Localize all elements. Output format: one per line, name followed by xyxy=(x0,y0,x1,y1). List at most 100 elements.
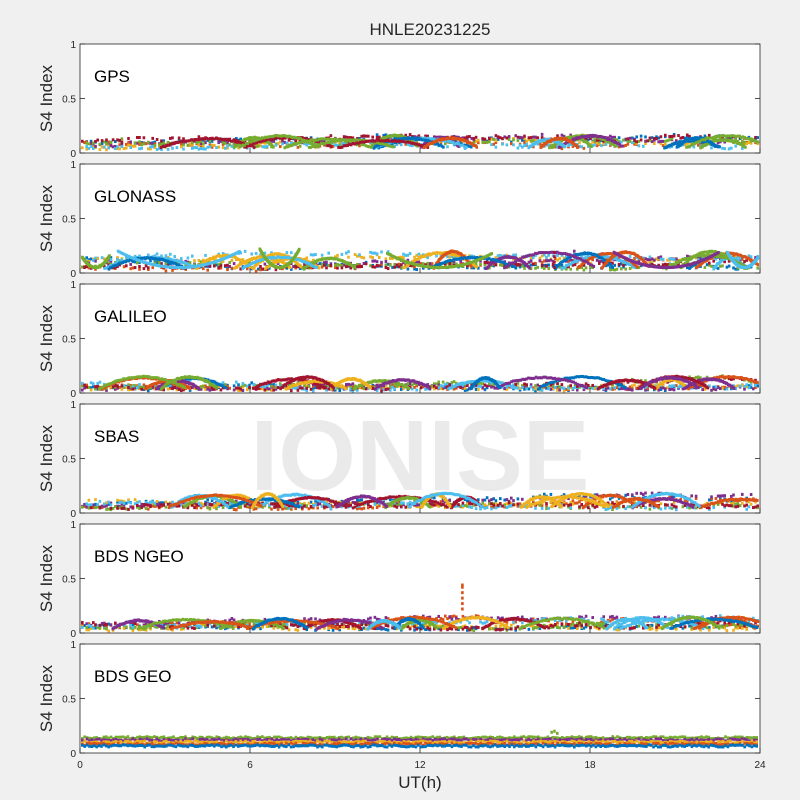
data-point xyxy=(142,383,146,387)
data-point xyxy=(249,266,253,270)
data-point xyxy=(203,137,207,141)
data-point xyxy=(360,140,364,144)
data-point xyxy=(302,267,306,271)
data-point xyxy=(179,266,183,270)
data-point xyxy=(477,141,480,145)
data-point xyxy=(276,136,280,140)
data-point xyxy=(147,140,150,144)
data-point xyxy=(283,255,287,259)
data-point xyxy=(149,259,152,263)
y-tick-label-glonass: 1 xyxy=(70,160,76,171)
data-point xyxy=(320,265,324,269)
data-point xyxy=(734,255,737,259)
data-point xyxy=(263,262,267,266)
data-point xyxy=(321,142,325,146)
data-point xyxy=(459,259,462,263)
data-point xyxy=(353,266,357,270)
data-point xyxy=(302,138,306,142)
data-point xyxy=(265,135,269,139)
data-point xyxy=(371,139,375,143)
data-point xyxy=(373,139,377,143)
data-point xyxy=(505,262,509,266)
data-point xyxy=(686,259,690,263)
data-point xyxy=(118,261,121,265)
data-point xyxy=(417,252,421,256)
data-point xyxy=(362,261,366,265)
data-point xyxy=(692,145,696,149)
data-point xyxy=(393,262,396,266)
data-point xyxy=(100,145,104,149)
data-point xyxy=(263,141,267,145)
data-point xyxy=(217,141,220,145)
data-point xyxy=(217,145,220,149)
data-point xyxy=(424,253,428,257)
data-point xyxy=(404,262,407,266)
data-point xyxy=(575,134,579,138)
data-point xyxy=(169,142,172,146)
data-point xyxy=(754,386,757,390)
data-point xyxy=(158,146,161,150)
data-point xyxy=(413,255,416,259)
data-point xyxy=(595,138,599,142)
data-point xyxy=(485,261,489,265)
data-point xyxy=(237,146,240,150)
data-point xyxy=(413,385,416,389)
data-point xyxy=(675,384,678,388)
data-point xyxy=(221,142,225,146)
data-point xyxy=(351,136,355,140)
data-point xyxy=(565,263,568,267)
data-point xyxy=(197,264,200,268)
data-point xyxy=(566,263,570,267)
data-point xyxy=(364,134,368,138)
data-point xyxy=(697,258,700,262)
data-point xyxy=(312,253,315,257)
data-point xyxy=(186,143,190,147)
data-point xyxy=(204,385,207,389)
data-point xyxy=(422,138,425,142)
data-point xyxy=(217,259,221,263)
data-point xyxy=(334,255,337,259)
data-point xyxy=(221,252,225,256)
data-point xyxy=(650,262,654,266)
data-point xyxy=(114,140,117,144)
data-point xyxy=(176,263,179,267)
data-point xyxy=(534,135,537,139)
data-point xyxy=(240,144,243,148)
data-point xyxy=(648,255,652,259)
data-point xyxy=(463,388,467,392)
data-point xyxy=(369,264,372,268)
y-tick-label-galileo: 1 xyxy=(70,280,76,291)
data-point xyxy=(160,148,163,152)
data-point xyxy=(206,386,209,390)
data-point xyxy=(273,136,276,140)
data-point xyxy=(349,143,353,147)
data-point xyxy=(454,257,457,261)
data-point xyxy=(739,253,743,257)
data-point xyxy=(331,144,335,148)
data-point xyxy=(568,136,572,140)
data-point xyxy=(723,134,727,138)
data-point xyxy=(447,259,450,263)
data-point xyxy=(109,256,113,260)
data-point xyxy=(298,141,302,145)
data-point xyxy=(160,144,163,148)
data-point xyxy=(360,265,363,269)
data-point xyxy=(380,142,383,146)
data-point xyxy=(743,140,746,144)
data-point xyxy=(736,134,740,138)
data-point xyxy=(94,139,97,143)
data-point xyxy=(563,145,567,149)
data-point xyxy=(747,141,751,145)
data-point xyxy=(217,138,220,142)
data-point xyxy=(268,266,271,270)
data-point xyxy=(523,140,526,144)
data-point xyxy=(118,147,121,151)
data-point xyxy=(481,137,484,141)
data-point xyxy=(319,142,323,146)
data-point xyxy=(573,249,576,253)
data-point xyxy=(558,257,561,261)
data-point xyxy=(345,265,348,269)
data-point xyxy=(514,263,517,267)
data-point xyxy=(611,135,614,139)
